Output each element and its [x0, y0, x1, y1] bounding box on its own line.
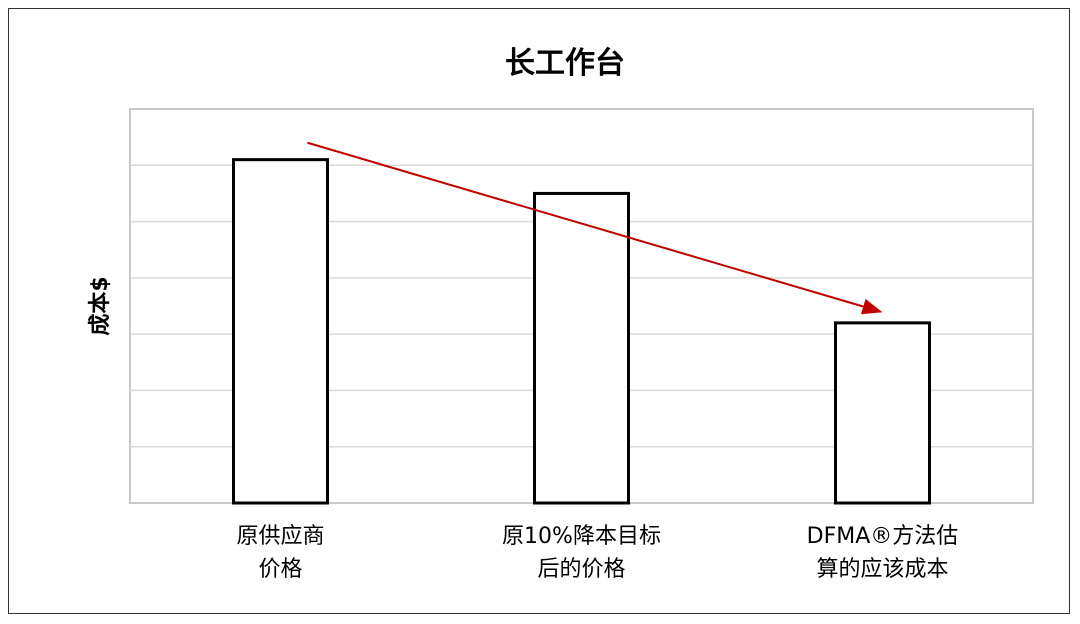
x-tick-label: 后的价格	[537, 557, 625, 582]
y-axis-label: 成本$	[88, 276, 113, 335]
x-tick-label: 算的应该成本	[816, 557, 948, 582]
x-tick-label: 价格	[258, 557, 302, 582]
x-tick-label: 原10%降本目标	[502, 524, 661, 549]
bar	[533, 191, 630, 505]
trend-arrow	[307, 141, 883, 315]
bar	[834, 321, 931, 505]
bar	[232, 158, 329, 505]
chart-title: 长工作台	[505, 46, 625, 81]
chart-frame	[8, 8, 1070, 614]
x-tick-label: DFMA®方法估	[807, 524, 959, 549]
x-tick-label: 原供应商	[236, 524, 324, 549]
